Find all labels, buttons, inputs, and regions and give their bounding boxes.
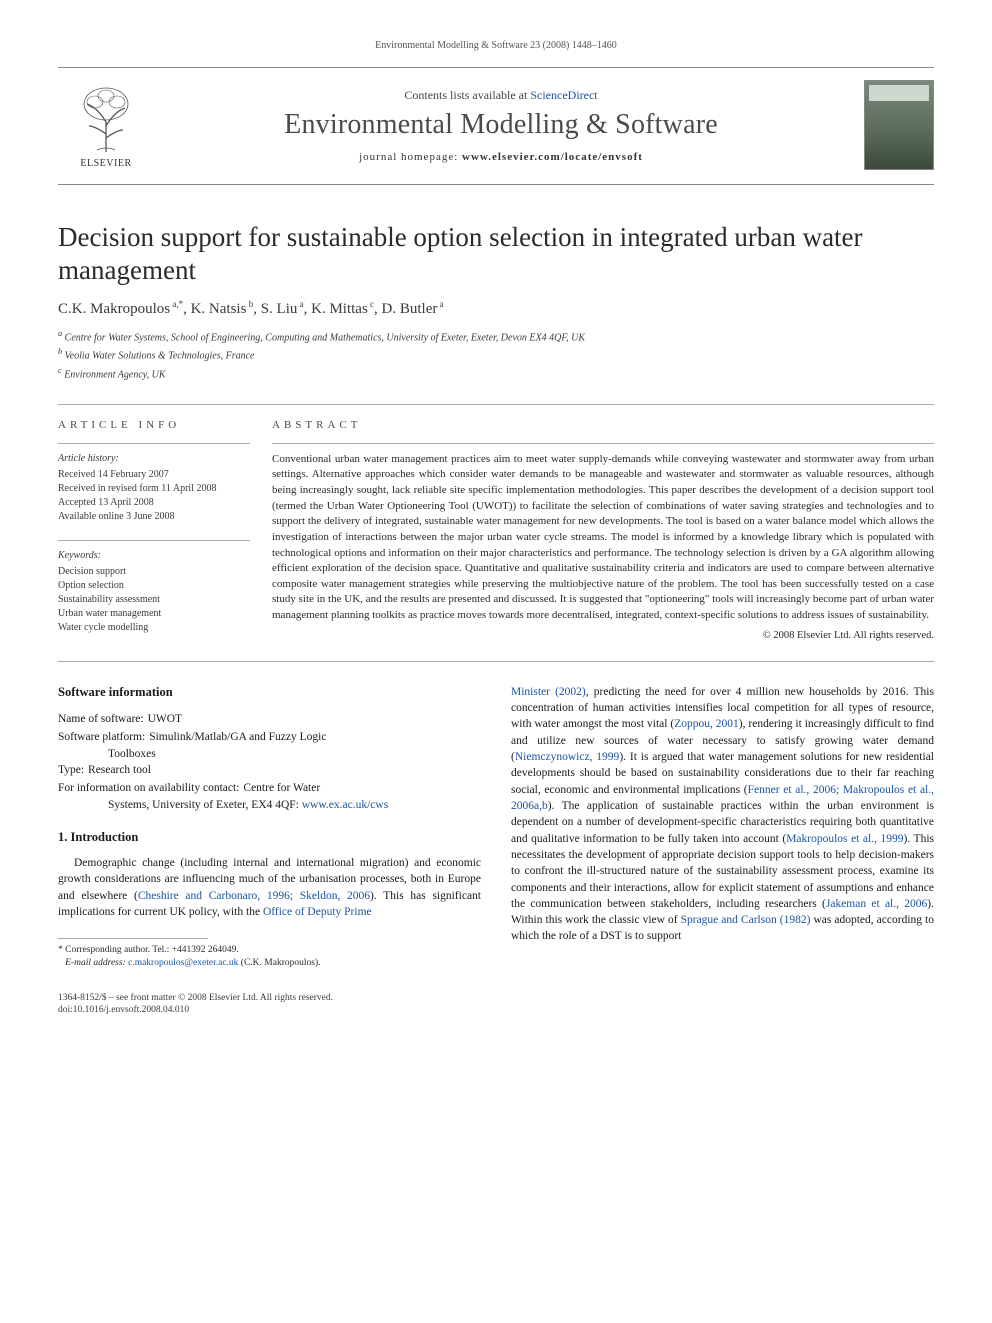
sw-label: Type: — [58, 762, 84, 778]
history-item: Received 14 February 2007 — [58, 468, 250, 482]
intro-heading: 1. Introduction — [58, 829, 481, 847]
homepage-label: journal homepage: — [359, 151, 462, 163]
email-link[interactable]: c.makropoulos@exeter.ac.uk — [128, 958, 238, 968]
intro-para-cont: Minister (2002), predicting the need for… — [511, 684, 934, 945]
sw-value: Research tool — [84, 762, 151, 778]
article-info: ARTICLE INFO Article history: Received 1… — [58, 419, 272, 641]
history-item: Accepted 13 April 2008 — [58, 496, 250, 510]
keyword: Sustainability assessment — [58, 593, 250, 607]
sw-value-cont: Toolboxes — [58, 746, 481, 762]
doi-line: doi:10.1016/j.envsoft.2008.04.010 — [58, 1004, 934, 1016]
abstract: ABSTRACT Conventional urban water manage… — [272, 419, 934, 641]
sw-value-cont: Systems, University of Exeter, EX4 4QF: … — [58, 797, 481, 813]
affil-sup: a, — [170, 299, 179, 309]
sw-value: Centre for Water — [239, 780, 320, 796]
publisher-block: ELSEVIER — [58, 82, 154, 169]
sw-row: Type: Research tool — [58, 762, 481, 778]
affil-sup: a — [437, 299, 443, 309]
history-item: Received in revised form 11 April 2008 — [58, 482, 250, 496]
citation-link[interactable]: Office of Deputy Prime — [263, 906, 372, 918]
section-divider — [58, 661, 934, 662]
citation-link[interactable]: Jakeman et al., 2006 — [826, 898, 927, 910]
keywords-label: Keywords: — [58, 549, 250, 563]
issn-line: 1364-8152/$ – see front matter © 2008 El… — [58, 992, 934, 1004]
software-info-heading: Software information — [58, 684, 481, 702]
sw-row: Name of software: UWOT — [58, 711, 481, 727]
sw-value: Simulink/Matlab/GA and Fuzzy Logic — [145, 729, 326, 745]
affiliation: c Environment Agency, UK — [58, 365, 934, 382]
history-label: Article history: — [58, 452, 250, 466]
right-column: Minister (2002), predicting the need for… — [511, 684, 934, 970]
paper-title: Decision support for sustainable option … — [58, 221, 934, 287]
footnote-separator — [58, 938, 208, 939]
elsevier-tree-icon — [75, 82, 137, 156]
citation-link[interactable]: Makropoulos et al., 1999 — [786, 833, 903, 845]
keyword: Water cycle modelling — [58, 621, 250, 635]
affiliations: a Centre for Water Systems, School of En… — [58, 328, 934, 382]
affil-sup: a — [297, 299, 303, 309]
software-link[interactable]: www.ex.ac.uk/cws — [302, 799, 388, 811]
citation-link[interactable]: Sprague and Carlson (1982) — [681, 914, 811, 926]
sw-row: Software platform: Simulink/Matlab/GA an… — [58, 729, 481, 745]
article-history: Article history: Received 14 February 20… — [58, 443, 250, 524]
corr-sup: * — [179, 299, 184, 309]
intro-para: Demographic change (including internal a… — [58, 855, 481, 920]
abstract-copyright: © 2008 Elsevier Ltd. All rights reserved… — [272, 630, 934, 641]
keyword: Decision support — [58, 565, 250, 579]
corresponding-author-footnote: * Corresponding author. Tel.: +441392 26… — [58, 944, 481, 970]
keyword: Option selection — [58, 579, 250, 593]
sciencedirect-link[interactable]: ScienceDirect — [530, 88, 597, 102]
footnote-line: * Corresponding author. Tel.: +441392 26… — [58, 944, 481, 957]
software-info-list: Name of software: UWOT Software platform… — [58, 711, 481, 813]
masthead-right — [848, 80, 934, 170]
sw-label: For information on availability contact: — [58, 780, 239, 796]
sw-label: Software platform: — [58, 729, 145, 745]
body-columns: Software information Name of software: U… — [58, 684, 934, 970]
affil-sup: c — [368, 299, 374, 309]
citation-link[interactable]: Cheshire and Carbonaro, 1996; Skeldon, 2… — [138, 890, 370, 902]
email-label: E-mail address: — [65, 958, 126, 968]
citation-link[interactable]: Zoppou, 2001 — [674, 718, 739, 730]
author-list: C.K. Makropoulos a,*, K. Natsis b, S. Li… — [58, 299, 934, 318]
contents-line: Contents lists available at ScienceDirec… — [154, 88, 848, 103]
journal-title: Environmental Modelling & Software — [154, 109, 848, 141]
page-footer: 1364-8152/$ – see front matter © 2008 El… — [58, 992, 934, 1017]
publisher-name: ELSEVIER — [80, 158, 131, 169]
affiliation-text: Environment Agency, UK — [64, 369, 165, 380]
affiliation-text: Veolia Water Solutions & Technologies, F… — [65, 351, 255, 362]
article-info-heading: ARTICLE INFO — [58, 419, 250, 431]
citation-link[interactable]: Minister (2002) — [511, 686, 586, 698]
footnote-line: E-mail address: c.makropoulos@exeter.ac.… — [58, 957, 481, 970]
sw-label: Name of software: — [58, 711, 144, 727]
left-column: Software information Name of software: U… — [58, 684, 481, 970]
citation-link[interactable]: Niemczynowicz, 1999 — [515, 751, 619, 763]
running-head: Environmental Modelling & Software 23 (2… — [58, 40, 934, 51]
journal-homepage: journal homepage: www.elsevier.com/locat… — [154, 151, 848, 163]
sw-row: For information on availability contact:… — [58, 780, 481, 796]
email-owner: (C.K. Makropoulos). — [241, 958, 321, 968]
abstract-text: Conventional urban water management prac… — [272, 443, 934, 624]
affiliation: b Veolia Water Solutions & Technologies,… — [58, 346, 934, 363]
affil-sup: b — [246, 299, 253, 309]
masthead: ELSEVIER Contents lists available at Sci… — [58, 67, 934, 185]
keywords: Keywords: Decision support Option select… — [58, 540, 250, 635]
homepage-url: www.elsevier.com/locate/envsoft — [462, 151, 643, 163]
affiliation: a Centre for Water Systems, School of En… — [58, 328, 934, 345]
affiliation-text: Centre for Water Systems, School of Engi… — [65, 332, 585, 343]
abstract-heading: ABSTRACT — [272, 419, 934, 431]
contents-prefix: Contents lists available at — [404, 88, 530, 102]
info-abstract-row: ARTICLE INFO Article history: Received 1… — [58, 404, 934, 641]
history-item: Available online 3 June 2008 — [58, 510, 250, 524]
journal-cover-thumbnail — [864, 80, 934, 170]
keyword: Urban water management — [58, 607, 250, 621]
masthead-center: Contents lists available at ScienceDirec… — [154, 88, 848, 163]
sw-value: UWOT — [144, 711, 183, 727]
